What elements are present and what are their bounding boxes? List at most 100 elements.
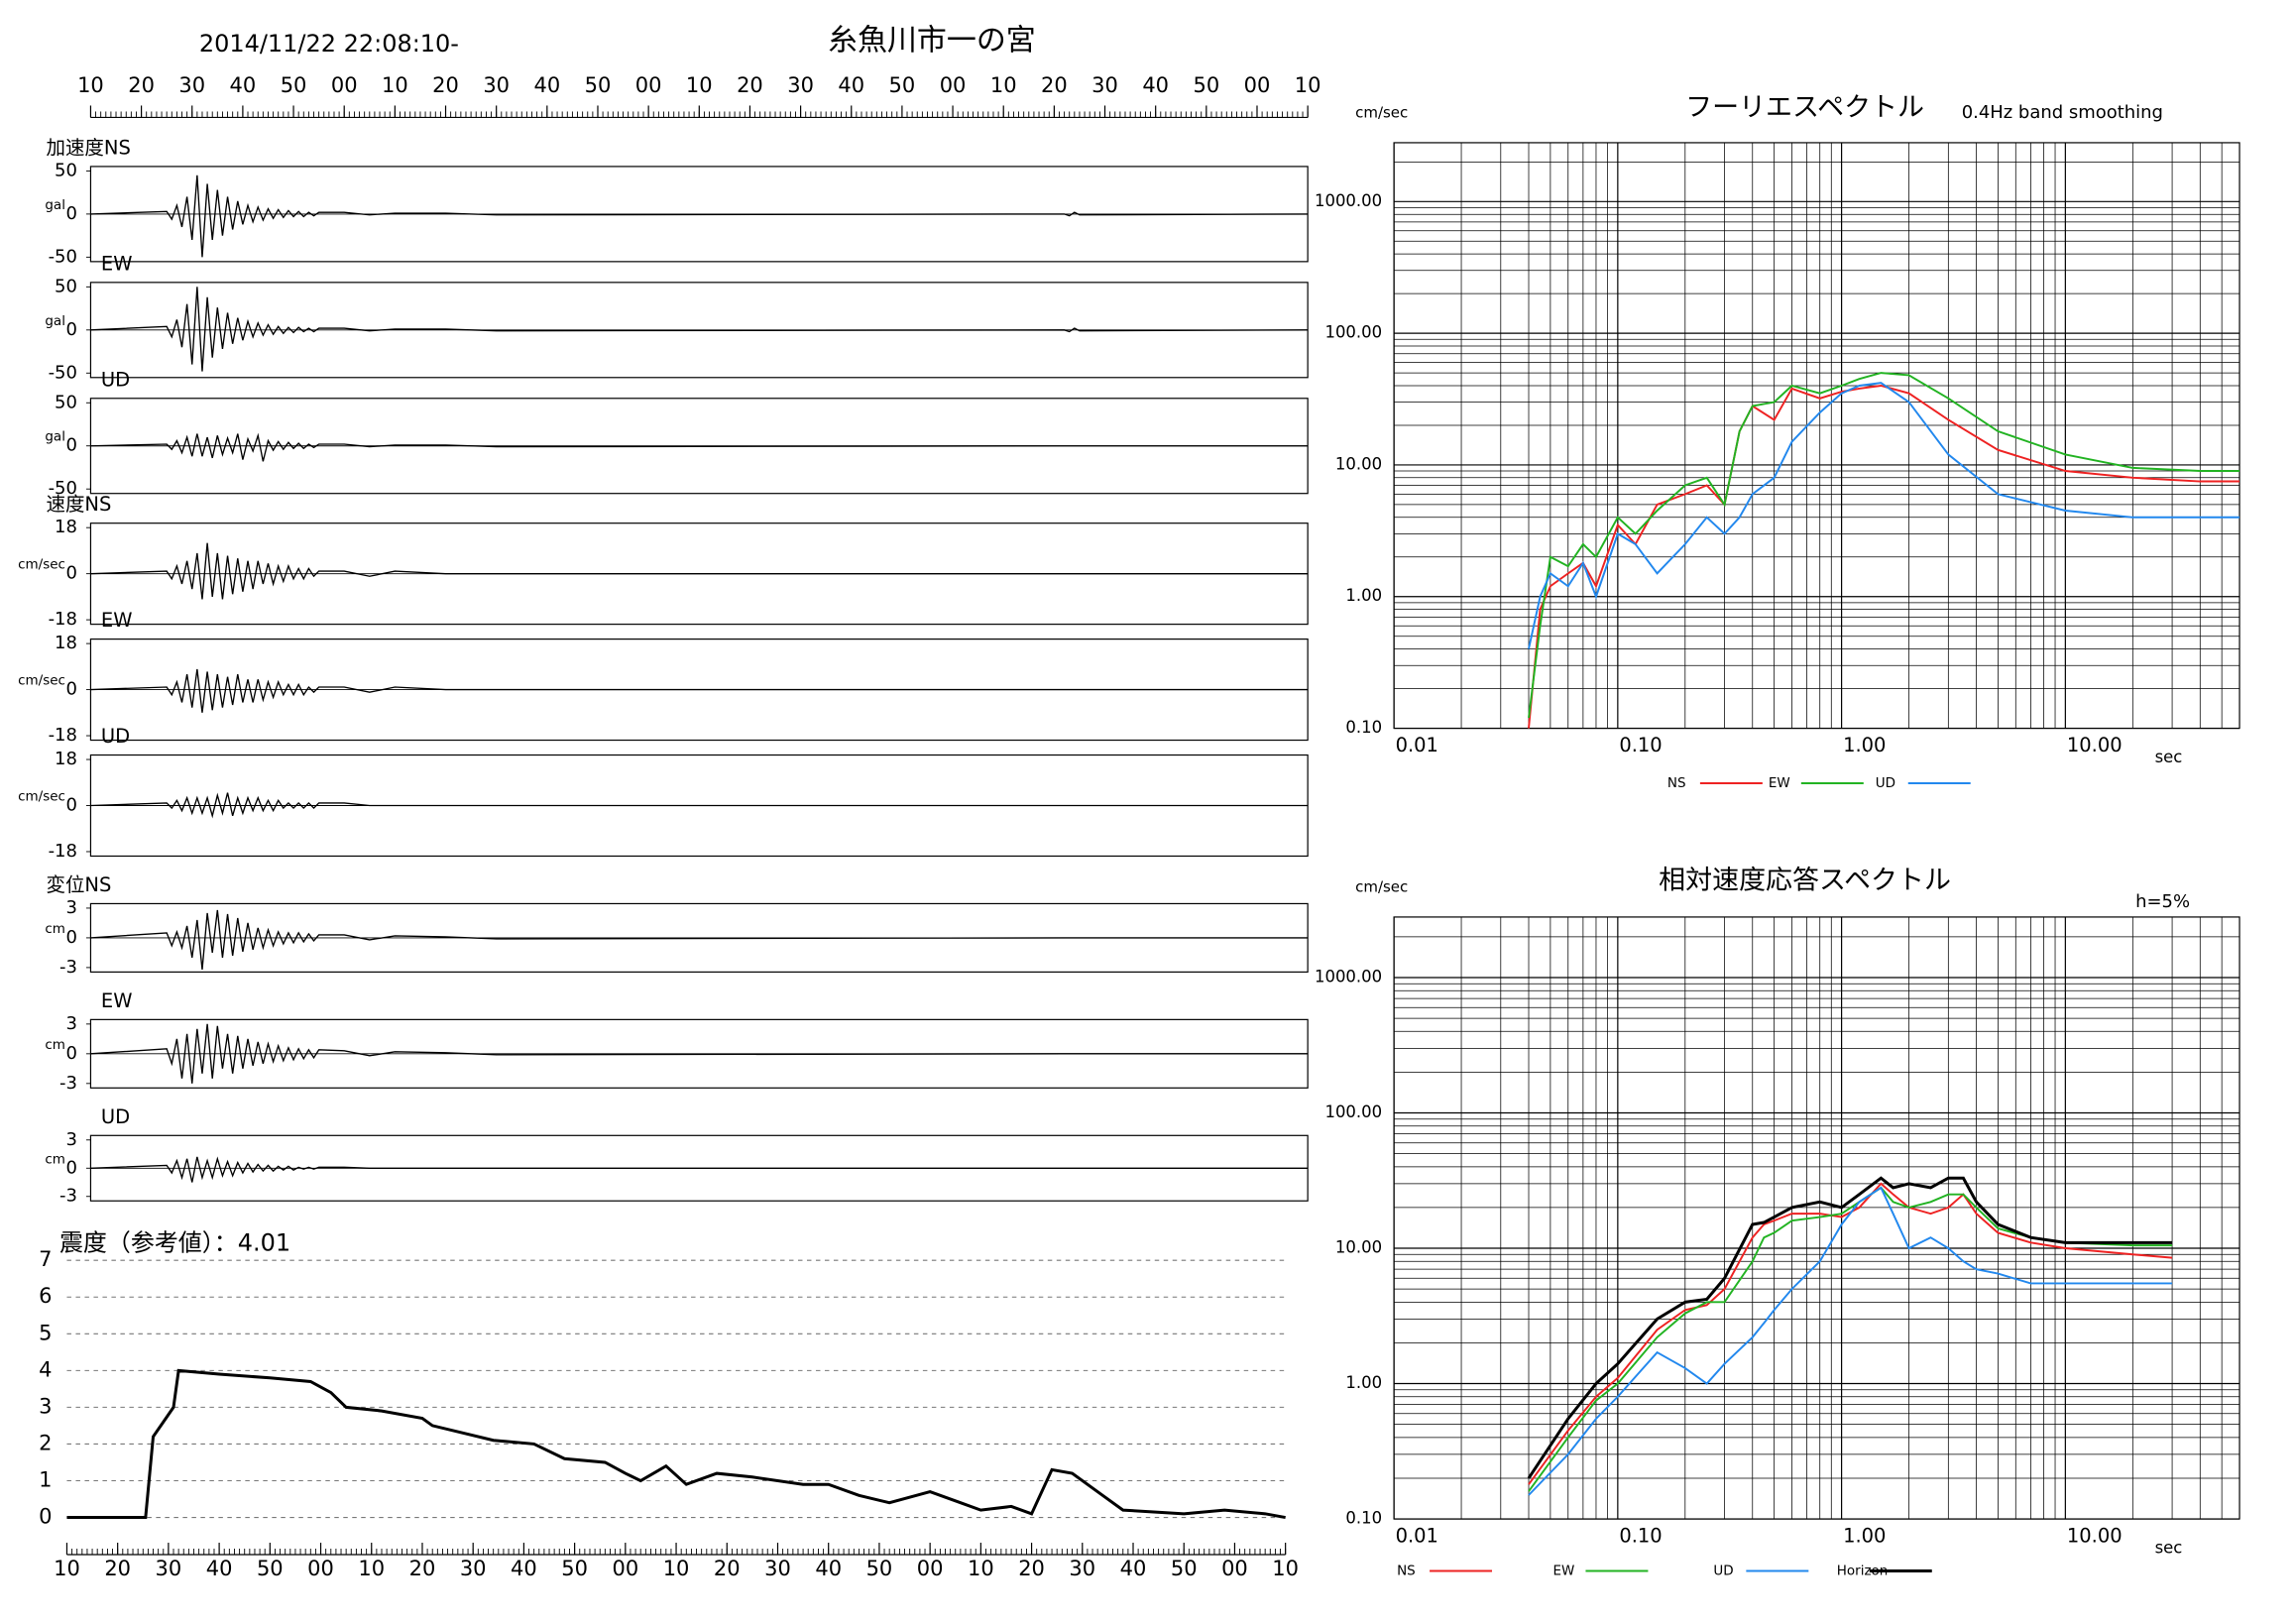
- x-tick-label: 10: [382, 73, 408, 97]
- y-tick-label: 0.10: [1345, 1509, 1382, 1528]
- y-tick-label: 0: [66, 927, 77, 948]
- y-tick-label: 0: [66, 1157, 77, 1178]
- y-tick-label: -3: [59, 1073, 77, 1094]
- x-tick-label: 40: [1120, 1557, 1147, 1580]
- y-tick-label: 0.10: [1345, 718, 1382, 737]
- x-tick-label: 40: [815, 1557, 842, 1580]
- x-tick-label: 00: [1221, 1557, 1248, 1580]
- x-tick-label: 10: [358, 1557, 385, 1580]
- spectrum-line: [1527, 1176, 2173, 1479]
- y-tick-label: 18: [55, 749, 77, 769]
- x-tick-label: 40: [230, 73, 257, 97]
- x-tick-label: 00: [635, 73, 662, 97]
- waveform: [90, 287, 1309, 372]
- chart-title: 震度（参考値）：4.01: [59, 1229, 290, 1257]
- legend-label: NS: [1397, 1564, 1416, 1579]
- chart-subtitle: 2014/11/22 22:08:10-: [199, 30, 459, 58]
- legend-label: NS: [1667, 775, 1686, 791]
- x-tick-label: 20: [1018, 1557, 1045, 1580]
- legend-label: EW: [1769, 775, 1790, 791]
- y-tick-label: 0: [66, 203, 77, 224]
- legend-label: UD: [1876, 775, 1895, 791]
- chart-title: 糸魚川市一の宮: [828, 24, 1036, 58]
- x-tick-label: 1.00: [1843, 1525, 1886, 1548]
- x-tick-label: 10: [1295, 73, 1321, 97]
- y-tick-label: 4: [39, 1357, 52, 1381]
- x-tick-label: 10: [990, 73, 1017, 97]
- y-tick-label: -18: [49, 841, 77, 862]
- waveform: [90, 668, 1309, 713]
- y-tick-label: -3: [59, 1186, 77, 1207]
- y-tick-label: 50: [55, 160, 77, 180]
- x-tick-label: 0.10: [1619, 734, 1662, 756]
- x-tick-label: 40: [533, 73, 560, 97]
- x-tick-label: 10.00: [2067, 734, 2123, 756]
- x-tick-label: 30: [483, 73, 510, 97]
- x-tick-label: 50: [1171, 1557, 1198, 1580]
- y-tick-label: 1.00: [1345, 1373, 1382, 1392]
- unit-label: gal: [45, 429, 65, 445]
- x-tick-label: 30: [1069, 1557, 1095, 1580]
- y-tick-label: -18: [49, 609, 77, 630]
- unit-label: cm: [45, 921, 65, 937]
- x-tick-label: 50: [257, 1557, 284, 1580]
- y-tick-label: 1000.00: [1315, 191, 1382, 210]
- panel-label: UD: [101, 1105, 130, 1128]
- y-tick-label: 10.00: [1335, 1238, 1382, 1257]
- intensity-line: [66, 1368, 1286, 1520]
- panel-label: EW: [101, 609, 133, 632]
- chart-title: 相対速度応答スペクトル: [1659, 865, 1951, 895]
- panel-label: EW: [101, 989, 133, 1012]
- x-tick-label: 10: [54, 1557, 80, 1580]
- x-tick-label: 20: [1041, 73, 1068, 97]
- waveform: [90, 909, 1309, 970]
- x-tick-label: 30: [178, 73, 205, 97]
- x-tick-label: 50: [889, 73, 916, 97]
- y-tick-label: 2: [39, 1431, 52, 1454]
- panel-label: 加速度NS: [46, 136, 130, 159]
- x-tick-label: 0.10: [1619, 1525, 1662, 1548]
- y-tick-label: -3: [59, 957, 77, 978]
- x-tick-label: 20: [432, 73, 459, 97]
- y-tick-label: 0: [39, 1505, 52, 1529]
- y-axis-label: cm/sec: [1355, 103, 1408, 121]
- y-tick-label: 0: [66, 1043, 77, 1064]
- x-tick-label: 00: [307, 1557, 334, 1580]
- y-axis-label: cm/sec: [1355, 877, 1408, 895]
- x-tick-label: 30: [460, 1557, 487, 1580]
- unit-label: cm: [45, 1037, 65, 1053]
- y-tick-label: 5: [39, 1321, 52, 1344]
- y-tick-label: -18: [49, 725, 77, 746]
- unit-label: cm/sec: [18, 789, 65, 805]
- panel-label: EW: [101, 252, 133, 275]
- y-tick-label: 6: [39, 1284, 52, 1308]
- unit-label: gal: [45, 313, 65, 329]
- x-tick-label: 00: [1244, 73, 1271, 97]
- x-tick-label: 50: [281, 73, 307, 97]
- y-tick-label: 7: [39, 1247, 52, 1271]
- y-tick-label: 1.00: [1345, 586, 1382, 605]
- y-tick-label: 0: [66, 563, 77, 584]
- y-tick-label: 3: [66, 1013, 77, 1034]
- x-tick-label: 00: [940, 73, 967, 97]
- y-tick-label: -50: [49, 362, 77, 383]
- unit-label: cm/sec: [18, 557, 65, 573]
- x-tick-label: 40: [838, 73, 864, 97]
- y-tick-label: 3: [66, 897, 77, 918]
- x-axis-label: sec: [2155, 748, 2183, 766]
- x-tick-label: 10: [1272, 1557, 1299, 1580]
- panel-label: 速度NS: [46, 493, 111, 516]
- unit-label: gal: [45, 197, 65, 213]
- x-tick-label: 1.00: [1843, 734, 1886, 756]
- x-tick-label: 20: [128, 73, 155, 97]
- y-tick-label: 10.00: [1335, 454, 1382, 473]
- x-tick-label: 30: [1091, 73, 1118, 97]
- x-tick-label: 00: [612, 1557, 638, 1580]
- waveform: [90, 542, 1309, 600]
- y-tick-label: 1000.00: [1315, 967, 1382, 985]
- y-tick-label: 100.00: [1324, 1102, 1382, 1121]
- x-axis-label: sec: [2155, 1539, 2183, 1558]
- unit-label: cm: [45, 1151, 65, 1167]
- y-tick-label: 3: [66, 1129, 77, 1150]
- y-tick-label: 50: [55, 392, 77, 412]
